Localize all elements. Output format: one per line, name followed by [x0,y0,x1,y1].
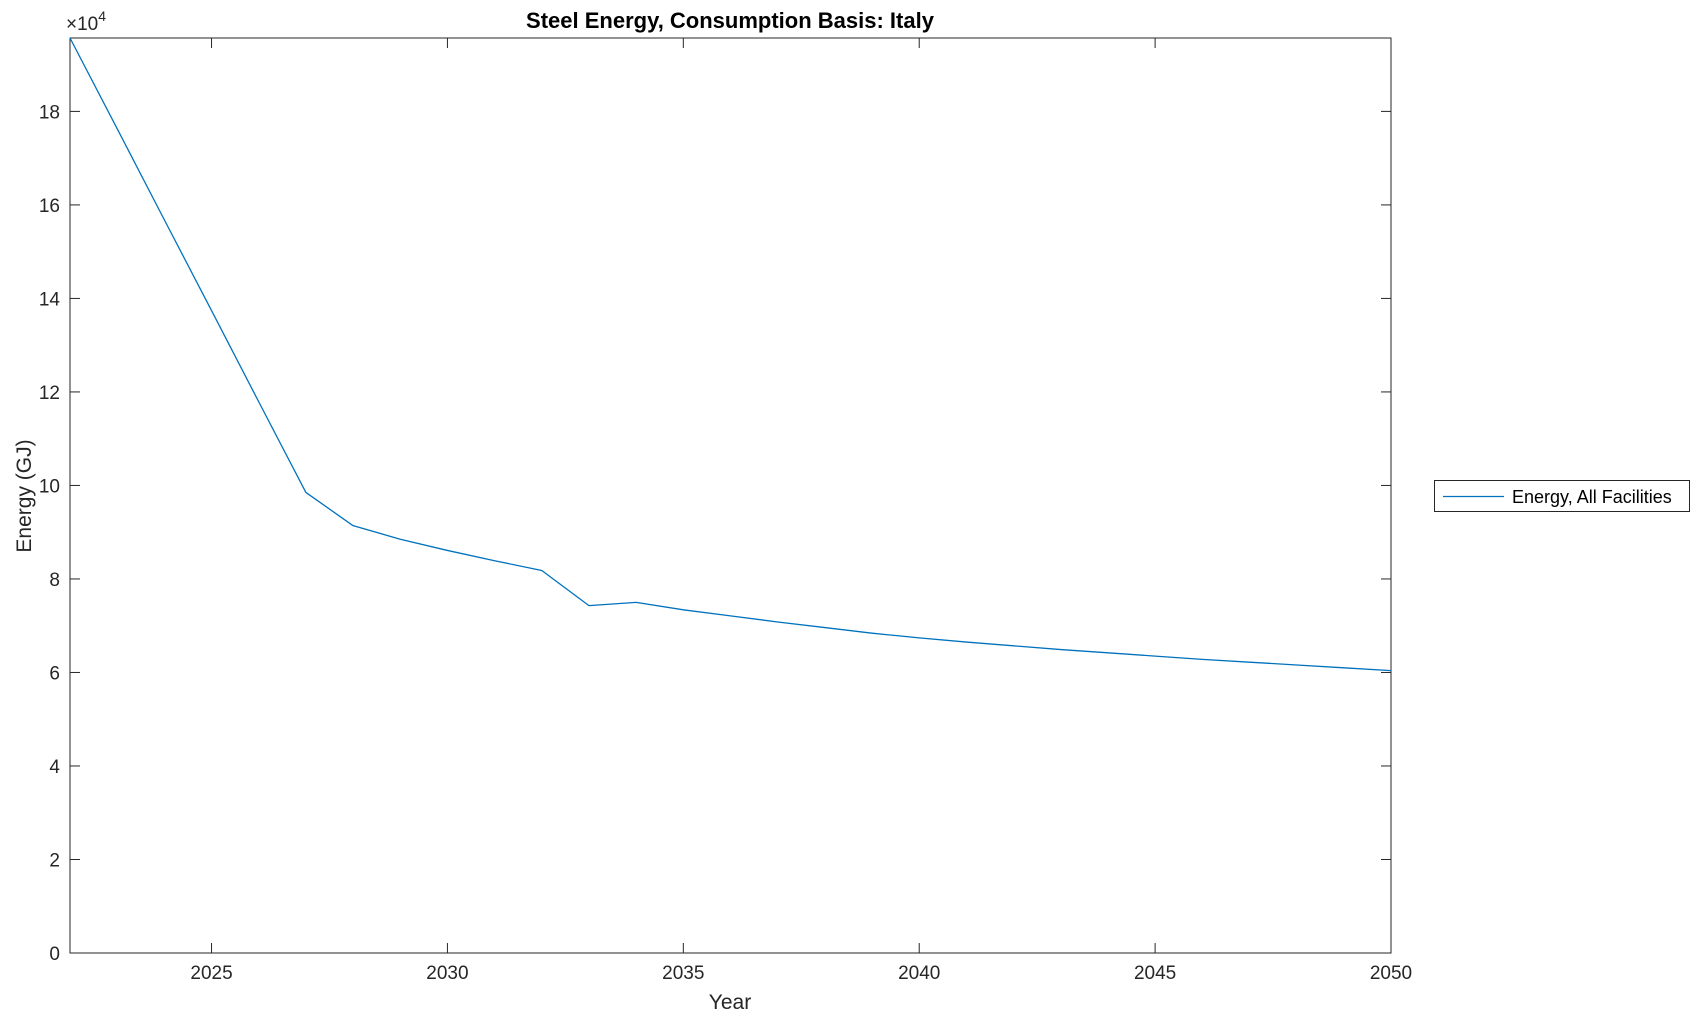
y-axis-exponent-base: ×10 [66,14,98,35]
y-tick-label: 12 [39,383,60,404]
x-tick-label: 2040 [898,963,940,984]
data-series [69,37,1392,672]
x-axis-label: Year [709,991,751,1014]
x-tick-label: 2030 [426,963,468,984]
y-axis-exponent-label: ×104 [66,8,106,35]
legend: Energy, All Facilities [1434,480,1690,512]
series-line [69,37,1392,672]
y-tick-label: 18 [39,102,60,123]
legend-entry-label: Energy, All Facilities [1512,487,1672,507]
y-tick-label: 14 [39,289,61,310]
y-axis-exponent-power: 4 [98,8,106,24]
chart-title: Steel Energy, Consumption Basis: Italy [526,8,935,33]
y-tick-label: 10 [39,476,60,497]
axis-ticks [70,38,1392,954]
x-tick-label: 2025 [190,963,232,984]
y-axis-label: Energy (GJ) [13,439,36,552]
x-tick-label: 2050 [1370,963,1412,984]
y-tick-label: 4 [49,757,60,778]
y-tick-label: 8 [49,570,60,591]
y-tick-label: 0 [49,944,60,965]
y-tick-label: 16 [39,196,60,217]
y-tick-label: 2 [49,850,60,871]
plot-area-border [69,37,1392,954]
y-tick-label: 6 [49,663,60,684]
x-tick-label: 2045 [1134,963,1176,984]
axis-tick-labels: 2025 2030 2035 2040 2045 2050 0 2 4 6 8 10 12 14 16 18 [39,102,1412,984]
x-tick-label: 2035 [662,963,704,984]
